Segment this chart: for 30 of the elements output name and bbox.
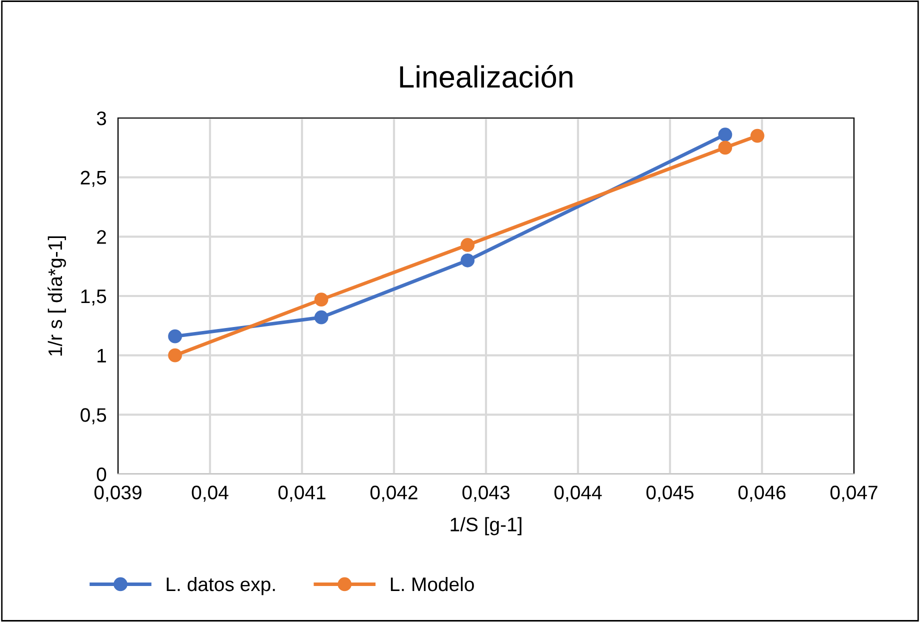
y-tick-label: 1 xyxy=(98,349,106,362)
y-tick-label: 2,5 xyxy=(80,170,106,187)
y-tick-label: 2 xyxy=(97,230,106,244)
point xyxy=(750,128,764,143)
x-tick-label: 0,039 xyxy=(94,486,142,502)
x-tick-label: 0,046 xyxy=(738,486,786,502)
x-tick-label: 0,044 xyxy=(554,486,602,502)
legend-label: L. Modelo xyxy=(390,576,474,592)
x-tick-label: 0,047 xyxy=(830,486,878,502)
point xyxy=(460,238,475,252)
y-tick-label: 0,5 xyxy=(80,408,106,424)
point xyxy=(168,348,182,362)
y-tick-label: 3 xyxy=(96,111,106,126)
point xyxy=(314,310,328,324)
chart-title: Linealización xyxy=(400,64,572,88)
x-tick-label: 0,042 xyxy=(370,486,418,502)
point xyxy=(168,329,182,344)
legend-label: L. datos exp. xyxy=(166,576,275,596)
point xyxy=(718,140,732,155)
point xyxy=(718,128,732,142)
x-tick-label: 0,043 xyxy=(462,486,510,502)
point xyxy=(460,253,475,268)
x-tick-label: 0,04 xyxy=(192,486,228,502)
x-tick-label: 0,045 xyxy=(646,486,694,502)
x-tick-label: 0,041 xyxy=(278,486,326,502)
y-tick-label: 1,5 xyxy=(81,290,106,306)
x-axis-title: 1/S [g-1] xyxy=(450,517,522,536)
y-axis-title: 1/r s [ día*g-1] xyxy=(48,236,66,356)
y-tick-label: 0 xyxy=(96,467,106,482)
point xyxy=(314,292,328,307)
